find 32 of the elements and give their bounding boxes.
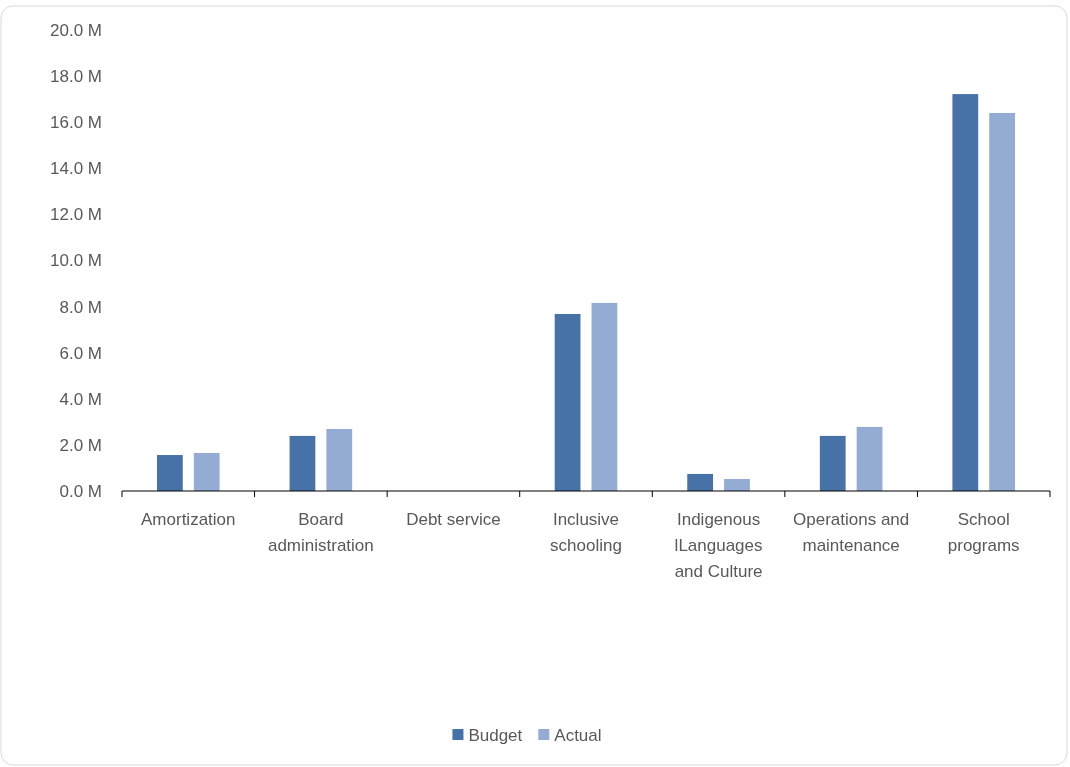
bar <box>856 426 883 491</box>
y-tick-label: 2.0 M <box>59 435 102 455</box>
x-tick-label: Board administration <box>267 510 374 555</box>
y-tick-label: 4.0 M <box>59 389 102 409</box>
y-tick-label: 10.0 M <box>50 251 102 271</box>
y-tick-label: 20.0 M <box>50 20 102 40</box>
y-tick-label: 8.0 M <box>59 297 102 317</box>
bar <box>289 435 316 491</box>
bar <box>326 429 353 491</box>
x-tick-label: Amortization <box>141 510 236 529</box>
y-tick-label: 6.0 M <box>59 343 102 363</box>
bar <box>687 473 714 491</box>
x-tick-label: Debt service <box>406 510 501 529</box>
y-tick-label: 12.0 M <box>50 205 102 225</box>
y-tick-label: 16.0 M <box>50 113 102 133</box>
bar <box>724 479 750 491</box>
legend-label: Actual <box>554 725 602 745</box>
x-tick-label: Indigenous lLanguages and Culture <box>674 510 763 581</box>
bar <box>554 313 581 491</box>
bar <box>819 435 846 491</box>
x-tick-label: Inclusive schooling <box>550 510 622 555</box>
bar <box>591 302 618 491</box>
legend-label: Budget <box>468 725 523 745</box>
bar <box>156 455 183 491</box>
x-tick-label: School programs <box>947 510 1020 555</box>
y-tick-label: 14.0 M <box>50 159 102 179</box>
bar <box>193 452 220 491</box>
x-tick-label: Operations and maintenance <box>793 510 910 555</box>
bar <box>989 112 1016 491</box>
bar <box>952 94 979 491</box>
y-tick-label: 18.0 M <box>50 67 102 87</box>
y-tick-label: 0.0 M <box>59 481 102 501</box>
